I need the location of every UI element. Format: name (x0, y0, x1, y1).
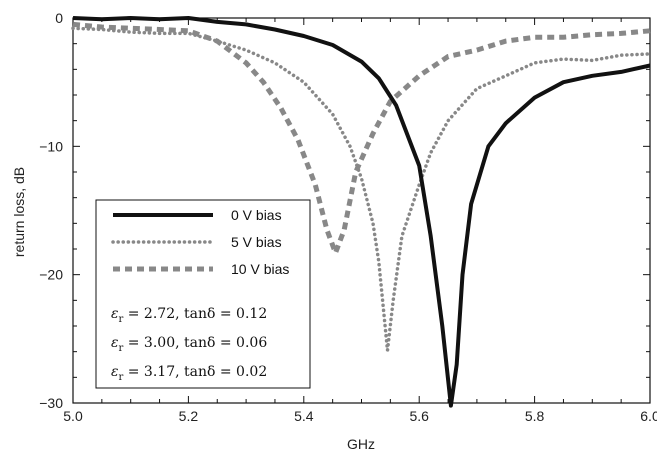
y-tick-label: −30 (39, 395, 63, 411)
y-tick-label: −10 (39, 138, 63, 154)
legend-box (95, 199, 311, 389)
x-axis-label: GHz (347, 436, 375, 452)
legend-label-5-v-bias: 5 V bias (231, 234, 282, 250)
axis-ticks: 5.0 5.2 5.4 5.6 5.8 6.0 0 −10 −20 −30 (39, 10, 657, 424)
legend-label-10-v-bias: 10 V bias (231, 261, 289, 277)
annotation-text: εr = 3.00, tanδ = 0.06 (111, 335, 267, 354)
series-line-10-v-bias (72, 21, 651, 261)
x-tick-label: 6.0 (640, 408, 657, 424)
y-tick-label: −20 (39, 267, 63, 283)
legend: 0 V bias 5 V bias 10 V bias εr = 2.72, tanδ… (95, 199, 311, 389)
y-tick-label: 0 (55, 10, 63, 26)
x-tick-label: 5.6 (409, 408, 429, 424)
series-line-5-v-bias (71, 26, 652, 351)
series-layer (71, 16, 652, 408)
x-tick-label: 5.0 (63, 408, 83, 424)
series-line-0-v-bias (72, 16, 651, 408)
x-tick-label: 5.2 (179, 408, 199, 424)
x-tick-label: 5.8 (525, 408, 545, 424)
legend-label-0-v-bias: 0 V bias (231, 207, 282, 223)
y-axis-label: return loss, dB (11, 167, 27, 257)
annotation-text: εr = 3.17, tanδ = 0.02 (111, 364, 267, 383)
x-tick-label: 5.4 (294, 408, 314, 424)
annotation-text: εr = 2.72, tanδ = 0.12 (111, 306, 267, 325)
